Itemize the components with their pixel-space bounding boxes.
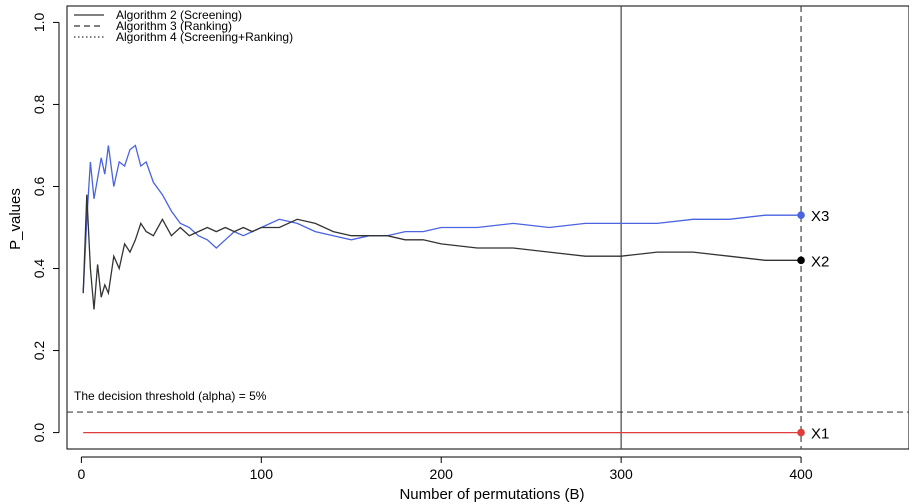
legend-label-0: Algorithm 2 (Screening) [116,8,242,22]
series-line-x2 [82,194,802,310]
endpoint-x2 [797,256,805,265]
series-label-x1: X1 [811,426,829,443]
y-axis: 0.0 0.2 0.4 0.6 0.8 1.0 [31,12,60,443]
y-tick-label-3: 0.6 [31,177,47,197]
x-tick-label-300: 300 [609,466,633,482]
y-tick-label-1: 0.2 [31,341,47,361]
series-label-x2: X2 [811,253,829,270]
x-tick-label-100: 100 [250,466,274,482]
legend-label-1: Algorithm 3 (Ranking) [116,19,232,33]
legend: Algorithm 2 (Screening)Algorithm 3 (Rank… [74,8,293,44]
y-tick-label-5: 1.0 [31,12,47,32]
series-label-x3: X3 [811,208,829,225]
x-tick-label-200: 200 [430,466,454,482]
legend-label-2: Algorithm 4 (Screening+Ranking) [116,30,293,44]
endpoint-x3 [797,211,805,219]
x-axis: 0 100 200 300 400 [77,456,813,482]
plot-box [66,5,909,450]
series-line-x3 [82,144,802,294]
x-tick-label-0: 0 [77,466,85,482]
x-axis-label: Number of permutations (B) [399,486,584,503]
y-axis-label: P_values [7,188,24,250]
threshold-label: The decision threshold (alpha) = 5% [74,389,267,403]
y-tick-label-0: 0.0 [31,423,47,443]
y-tick-label-2: 0.4 [31,259,47,279]
x-tick-label-400: 400 [789,466,813,482]
reference-lines [67,6,909,449]
endpoint-x1 [797,428,805,437]
y-tick-label-4: 0.8 [31,95,47,115]
series-layer: X3 X2 X1 [82,144,829,443]
